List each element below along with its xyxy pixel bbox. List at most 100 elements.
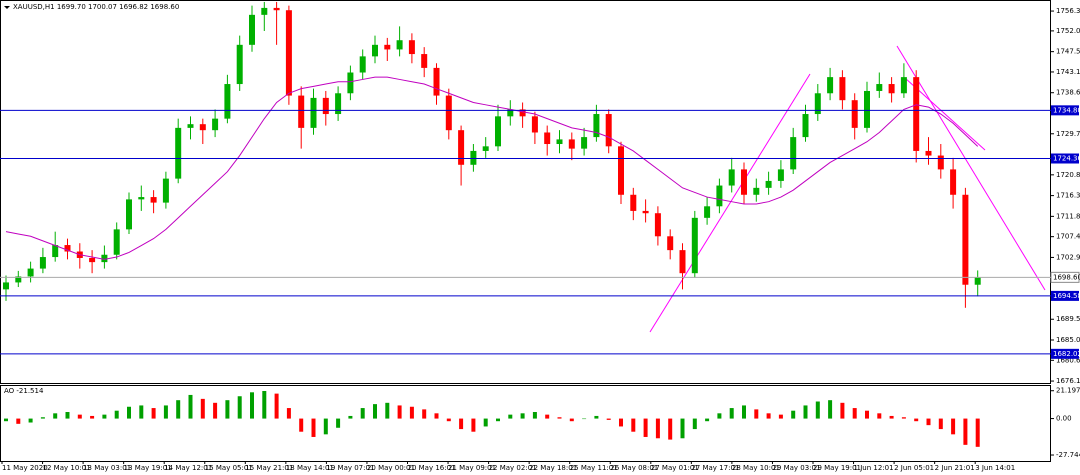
candle-body (925, 150, 932, 156)
candle-body (359, 56, 366, 73)
ao-bar (766, 413, 771, 419)
candle-body (64, 245, 71, 252)
trend-line (896, 45, 1046, 291)
candle-body (101, 254, 108, 263)
ao-bar (16, 418, 21, 424)
ao-bar (643, 418, 648, 437)
x-tick-label: 28 May 10:01 (732, 464, 780, 472)
ao-bar (200, 398, 205, 419)
candle-body (52, 245, 59, 258)
candle-body (347, 72, 354, 94)
ao-bar (409, 406, 414, 419)
x-tick-label: 25 May 11:01 (570, 464, 618, 472)
ao-bar (619, 418, 623, 427)
ao-title: AO -21.514 (4, 387, 44, 395)
ao-bar (668, 418, 673, 440)
ao-bar (286, 408, 291, 419)
candle-body (913, 77, 920, 151)
x-tick-label: 1 Jun 12:01 (854, 464, 894, 472)
candle-body (433, 67, 440, 96)
ao-bar (582, 418, 587, 420)
x-tick-label: 22 May 18:01 (529, 464, 577, 472)
candle-body (765, 180, 772, 188)
level-label: 1682.02 (1053, 350, 1080, 358)
menu-arrow[interactable] (4, 6, 10, 9)
candle-body (593, 114, 600, 138)
ao-bar (680, 418, 685, 439)
ao-bar (569, 418, 574, 422)
ao-bar (754, 409, 759, 419)
ao-bar (729, 408, 734, 419)
ao-bar (520, 413, 525, 419)
candle-body (962, 194, 969, 285)
candle-body (654, 213, 661, 237)
chart-title: XAUUSD,H1 1699.70 1700.07 1696.82 1698.6… (13, 3, 179, 11)
current-price-box (1050, 271, 1080, 283)
candle-body (150, 197, 157, 203)
candle-body (716, 185, 723, 207)
candle-body (618, 146, 624, 195)
ao-bar (459, 418, 464, 430)
candle-body (421, 54, 428, 68)
candle-body (458, 130, 465, 165)
ao-bar (348, 415, 353, 419)
candle-body (531, 116, 538, 133)
candle-body (384, 44, 391, 50)
ao-bar (373, 404, 377, 419)
candle-body (199, 124, 206, 131)
ao-bar (778, 414, 783, 419)
candle-body (605, 114, 612, 147)
candle-body (335, 93, 342, 115)
ao-bar (4, 418, 8, 422)
ao-bar (274, 393, 279, 419)
main-panel (0, 0, 1051, 384)
current-price-label: 1698.60 (1053, 273, 1080, 281)
candle-body (310, 97, 317, 128)
ao-bar (791, 410, 796, 419)
ao-bar (53, 413, 58, 419)
candle-body (814, 93, 821, 115)
y-tick-label: 1711.82 (1056, 212, 1080, 220)
x-tick-label: 12 May 10:01 (43, 464, 91, 472)
level-label-box (1051, 290, 1079, 301)
ao-bar (852, 408, 857, 419)
ao-bar (90, 415, 95, 419)
ao-bar (631, 418, 636, 432)
ao-bar (705, 418, 710, 422)
candle-body (728, 169, 735, 186)
ao-bar (422, 409, 427, 419)
candle-body (950, 169, 957, 195)
y-tick-label: -27.744 (1056, 451, 1080, 459)
ao-bar (914, 418, 919, 422)
candle-body (162, 178, 169, 203)
x-tick-label: 29 May 19:01 (813, 464, 861, 472)
ao-bar (508, 414, 513, 419)
level-label-box (1051, 348, 1079, 359)
ao-bar (717, 413, 722, 419)
ao-bar (545, 414, 550, 419)
candle-body (851, 100, 858, 128)
candle-body (445, 95, 452, 131)
y-tick-label: 1689.52 (1056, 315, 1080, 323)
ao-bar (557, 417, 562, 419)
ao-bar (803, 405, 808, 419)
candle-body (888, 84, 895, 94)
ao-bar (742, 405, 746, 419)
candle-body (212, 118, 219, 131)
y-tick-label: 1743.12 (1056, 68, 1080, 76)
ao-bar (815, 401, 820, 419)
candle-body (89, 257, 96, 263)
candle-body (470, 150, 477, 165)
candle-body (408, 40, 415, 55)
ao-bar (176, 400, 181, 419)
x-tick-label: 3 Jun 14:01 (975, 464, 1015, 472)
candle-body (113, 229, 120, 255)
y-tick-label: 1756.32 (1056, 7, 1080, 15)
candle-body (298, 95, 305, 128)
x-tick-label: 29 May 03:01 (772, 464, 820, 472)
y-tick-label: 1702.92 (1056, 253, 1080, 261)
level-label-box (1051, 105, 1079, 116)
ao-bar (865, 410, 869, 419)
y-tick-label: 1720.82 (1056, 171, 1080, 179)
